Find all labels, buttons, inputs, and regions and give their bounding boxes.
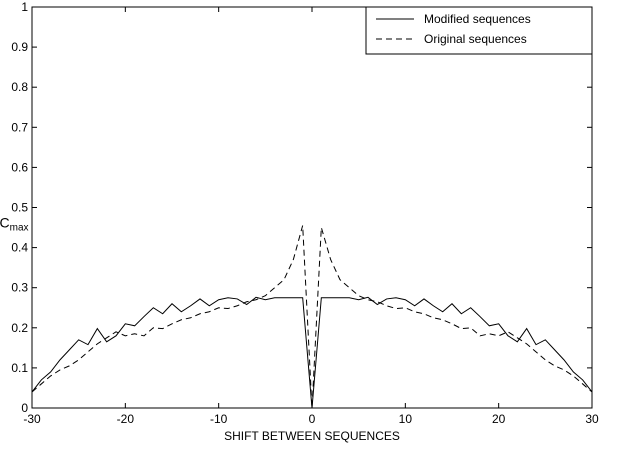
y-tick-label: 0.9: [11, 40, 28, 54]
y-tick-label: 0.1: [11, 361, 28, 375]
y-tick-label: 1: [21, 0, 28, 14]
legend-label-original: Original sequences: [424, 32, 527, 46]
y-axis-label: Cmax: [0, 215, 29, 234]
x-axis-label: SHIFT BETWEEN SEQUENCES: [224, 429, 400, 443]
legend-label-modified: Modified sequences: [424, 12, 531, 26]
y-tick-label: 0.2: [11, 321, 28, 335]
axis-ticks: -30 -20 -10 0 10 20 30 0 0.1 0.2 0.3 0.4 0.5 0.6 0.7 0.…: [11, 0, 599, 426]
y-tick-label: 0.4: [11, 241, 28, 255]
series-line-original: [31, 225, 593, 409]
y-tick-label: 0.8: [11, 80, 28, 94]
x-tick-label: 10: [399, 412, 413, 426]
x-tick-label: -30: [23, 412, 41, 426]
y-axis-label-main: C: [0, 215, 10, 231]
series-layer: [31, 225, 593, 409]
y-tick-label: 0: [21, 401, 28, 415]
legend-box: [365, 6, 593, 55]
x-tick-label: 30: [585, 412, 599, 426]
x-tick-label: 20: [492, 412, 506, 426]
legend: Modified sequences Original sequences: [365, 6, 593, 55]
y-tick-label: 0.3: [11, 281, 28, 295]
x-tick-label: -20: [117, 412, 135, 426]
y-tick-label: 0.6: [11, 160, 28, 174]
y-tick-label: 0.7: [11, 120, 28, 134]
x-tick-label: -10: [210, 412, 228, 426]
series-line-modified: [31, 296, 593, 409]
y-tick-label: 0.5: [11, 201, 28, 215]
x-tick-label: 0: [309, 412, 316, 426]
plot-area: [31, 6, 593, 409]
y-axis-label-subscript: max: [10, 223, 29, 234]
